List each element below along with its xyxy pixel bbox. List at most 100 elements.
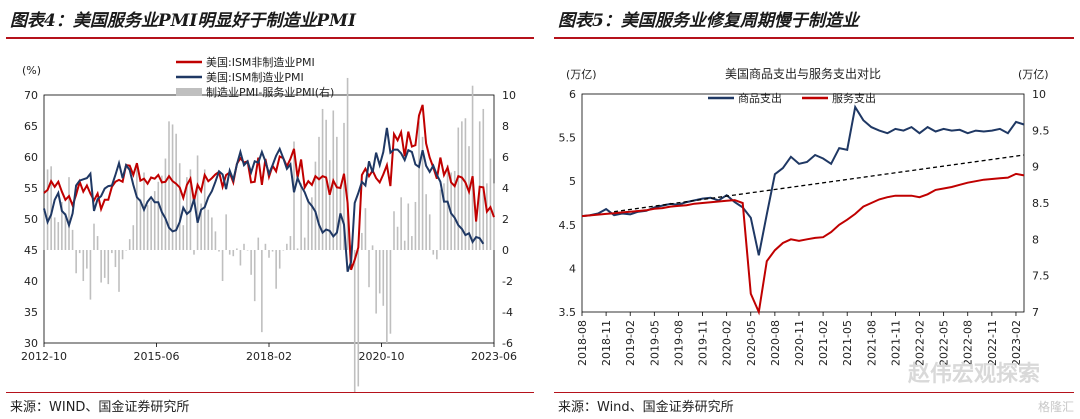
y2-tick-label: 2 <box>502 213 509 226</box>
bar <box>57 222 60 250</box>
bar <box>446 164 449 250</box>
bar <box>368 250 370 288</box>
x-tick-label: 2022-05 <box>938 320 951 366</box>
bar <box>382 250 385 306</box>
bar <box>136 164 138 250</box>
bar <box>307 198 310 250</box>
bar <box>478 121 481 250</box>
bar <box>371 245 374 250</box>
x-tick-label: 2021-05 <box>841 320 854 366</box>
bar <box>403 240 406 250</box>
bar <box>64 212 67 250</box>
bar <box>461 121 463 250</box>
bar <box>268 250 270 258</box>
x-tick-label: 2020-02 <box>721 320 734 366</box>
bar <box>218 250 220 252</box>
y-tick-label: 3.5 <box>559 306 577 319</box>
bar <box>118 250 120 292</box>
bar <box>43 211 45 250</box>
x-tick-label: 2012-10 <box>21 350 67 363</box>
bar <box>164 158 167 250</box>
bar <box>86 250 88 269</box>
plot-frame <box>581 93 1025 313</box>
bar <box>432 250 435 255</box>
bar <box>428 214 431 250</box>
bar <box>75 250 77 274</box>
series-line-0 <box>43 104 495 271</box>
y2-tick-label: 7 <box>1032 306 1039 319</box>
legend-label: 制造业PMI-服务业PMI(右) <box>206 85 334 99</box>
x-tick-label: 2022-02 <box>914 320 927 366</box>
bar <box>393 211 395 250</box>
bar <box>457 127 460 250</box>
y-tick-label: 70 <box>24 89 38 102</box>
bar <box>328 160 331 250</box>
bar <box>82 250 85 281</box>
y-tick-label: 65 <box>24 120 38 133</box>
bar <box>489 158 492 250</box>
bar <box>343 122 345 250</box>
bar <box>228 250 231 255</box>
bar <box>93 223 95 250</box>
x-tick-label: 2020-11 <box>793 320 806 366</box>
bar <box>314 161 317 250</box>
bar <box>111 250 113 254</box>
bar <box>243 243 245 250</box>
bar <box>325 119 327 250</box>
x-tick-label: 2021-11 <box>889 320 902 366</box>
y2-tick-label: 9 <box>1032 161 1039 174</box>
bar <box>353 250 356 392</box>
bar <box>50 166 52 250</box>
bar <box>443 183 445 250</box>
left-chart-panel: 图表4：美国服务业PMI明显好于制造业PMI (%) 30 35 40 45 50 55 60… <box>6 11 534 415</box>
bar <box>53 217 56 250</box>
bar <box>425 194 427 250</box>
bar <box>168 121 170 250</box>
y2-tick-label: -6 <box>502 337 513 350</box>
bar <box>300 183 302 250</box>
bar <box>378 250 381 294</box>
bar <box>153 191 156 250</box>
bar <box>178 163 181 250</box>
legend-label: 美国:ISM制造业PMI <box>206 70 304 84</box>
x-tick-label: 2023-06 <box>471 350 517 363</box>
bar <box>453 170 456 250</box>
y-tick-label: 50 <box>24 213 38 226</box>
y-tick-label: 35 <box>24 306 38 319</box>
left-figure-title: 图表4：美国服务业PMI明显好于制造业PMI <box>10 11 356 31</box>
bar <box>103 250 106 278</box>
x-tick-label: 2022-11 <box>986 320 999 366</box>
right-axis-unit: (万亿) <box>1018 68 1049 81</box>
bar <box>321 108 324 250</box>
y2-tick-label: -4 <box>502 306 513 319</box>
bar <box>221 250 224 281</box>
y2-tick-label: 4 <box>502 182 509 195</box>
series-line-1 <box>43 127 485 273</box>
y-tick-label: 40 <box>24 275 38 288</box>
y-tick-label: 4 <box>569 262 576 275</box>
bar <box>96 236 99 250</box>
bar <box>128 239 131 250</box>
x-tick-label: 2023-02 <box>1010 320 1023 366</box>
bar <box>296 248 299 250</box>
bar <box>214 231 217 250</box>
bar <box>125 250 127 251</box>
bar <box>200 203 202 250</box>
bar <box>121 250 124 260</box>
bar <box>471 85 474 250</box>
bar <box>171 124 174 250</box>
bar <box>311 197 313 250</box>
right-chart-panel: 图表5：美国服务业修复周期慢于制造业 美国商品支出与服务支出对比 (万亿) (万亿)… <box>548 0 1080 419</box>
x-tick-label: 2021-02 <box>817 320 830 366</box>
bar <box>61 201 63 250</box>
legend-label: 商品支出 <box>738 91 782 105</box>
left-bottom-rule <box>6 392 534 393</box>
bar <box>150 200 152 250</box>
x-tick-label: 2022-08 <box>962 320 975 366</box>
bar <box>375 250 377 314</box>
y2-tick-label: 7.5 <box>1032 270 1050 283</box>
y-tick-label: 6 <box>569 88 576 101</box>
bar <box>196 155 199 250</box>
bar <box>407 203 410 250</box>
right-chart: 美国商品支出与服务支出对比 (万亿) (万亿) 3.5 4 4.5 5 5.5 6 7 7.5 8 8.… <box>559 66 1050 366</box>
